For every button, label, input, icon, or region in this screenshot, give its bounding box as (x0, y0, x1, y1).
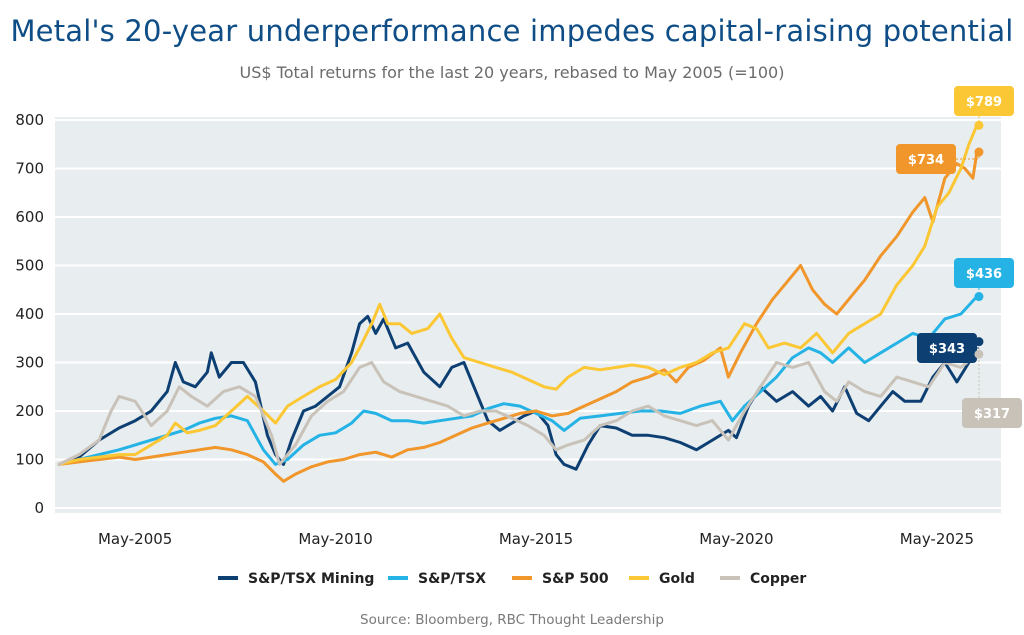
x-tick-label: May-2015 (499, 530, 573, 548)
end-point-copper (974, 349, 984, 359)
legend-label-gold: Gold (659, 571, 695, 587)
series-line-s-p-tsx-mining (57, 314, 979, 471)
x-tick-label: May-2020 (699, 530, 773, 548)
y-tick-label: 600 (15, 208, 44, 226)
y-tick-label: 500 (15, 257, 44, 275)
x-tick-label: May-2025 (900, 530, 974, 548)
series-lines (57, 123, 979, 483)
callout-label-s-p-tsx: $436 (966, 267, 1002, 282)
x-tick-label: May-2010 (298, 530, 372, 548)
callout-label-s-p-tsx-mining: $343 (929, 342, 965, 357)
end-value-callouts: $343 $436 $734 $789 $317 (896, 86, 1022, 428)
callout-label-gold: $789 (966, 95, 1002, 110)
callout-box-copper (962, 398, 1022, 428)
callout-box-s-p-500 (896, 144, 956, 174)
y-tick-label: 300 (15, 354, 44, 372)
series-line-gold (57, 123, 979, 466)
callout-label-s-p-500: $734 (908, 153, 944, 168)
legend-label-s-p-tsx: S&P/TSX (418, 571, 486, 587)
callout-box-s-p-tsx (954, 258, 1014, 288)
x-axis: May-2005 May-2010 May-2015 May-2020 May-2025 (98, 530, 974, 548)
y-tick-label: 200 (15, 402, 44, 420)
series-line-s-p-500 (57, 150, 979, 483)
legend-label-s-p-tsx-mining: S&P/TSX Mining (248, 571, 374, 587)
callout-box-gold (954, 86, 1014, 116)
callout-label-copper: $317 (974, 407, 1010, 422)
legend-label-s-p-500: S&P 500 (542, 571, 609, 587)
y-tick-label: 700 (15, 160, 44, 178)
source-note: Source: Bloomberg, RBC Thought Leadershi… (360, 612, 664, 628)
legend-label-copper: Copper (750, 571, 806, 587)
y-tick-label: 800 (15, 111, 44, 129)
y-tick-label: 0 (34, 499, 44, 517)
legend: S&P/TSX Mining S&P/TSX S&P 500 Gold Copper (218, 571, 806, 587)
x-tick-label: May-2005 (98, 530, 172, 548)
y-tick-label: 400 (15, 305, 44, 323)
chart-subtitle: US$ Total returns for the last 20 years,… (239, 63, 785, 82)
y-tick-label: 100 (15, 451, 44, 469)
callout-box-s-p-tsx-mining (917, 333, 977, 363)
y-axis: 0 100 200 300 400 500 600 700 800 (15, 111, 44, 517)
chart-title: Metal's 20-year underperformance impedes… (10, 14, 1014, 48)
callout-leader (977, 341, 980, 349)
series-line-copper (57, 352, 979, 466)
